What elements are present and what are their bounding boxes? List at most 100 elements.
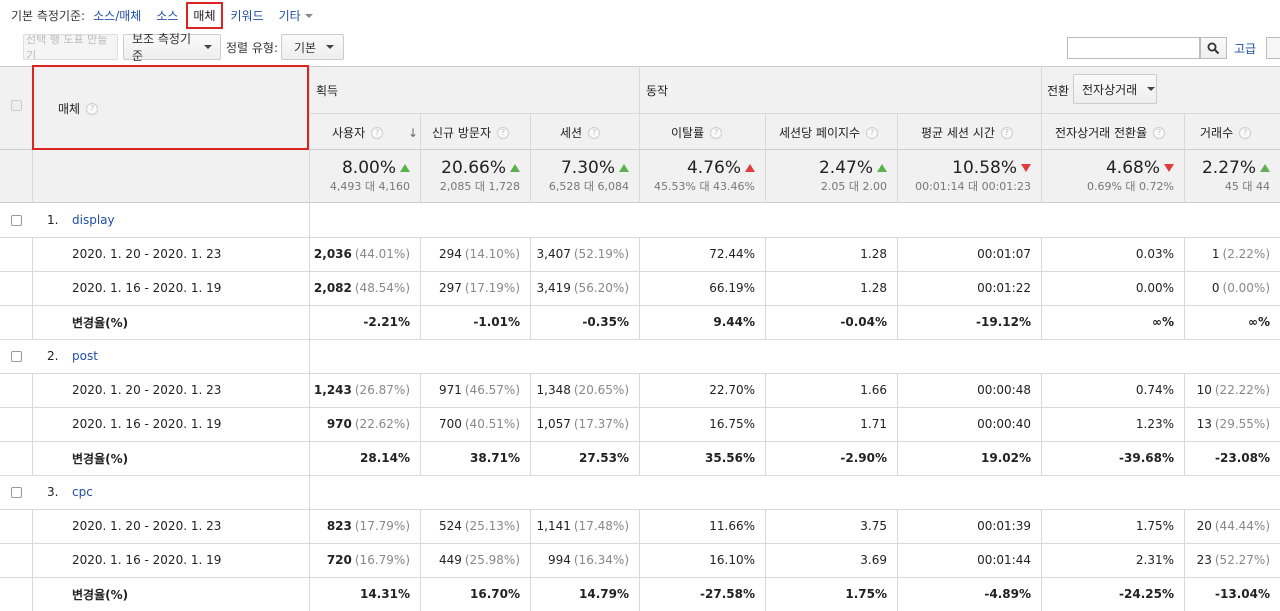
metric-value: 1.66 (860, 383, 887, 397)
help-icon[interactable]: ? (866, 126, 879, 139)
metric-cell: 2,036 (44.01%) (310, 237, 410, 271)
metric-cell: 00:01:22 (898, 271, 1031, 305)
metric-cell: 294 (14.10%) (421, 237, 520, 271)
search-button[interactable] (1200, 37, 1227, 59)
metric-cell: 297 (17.19%) (421, 271, 520, 305)
metric-value: 16.10% (709, 553, 755, 567)
dimension-option-medium[interactable]: 매체 (186, 1, 223, 29)
group-header-conversions: 전환 (1047, 84, 1070, 98)
metric-value: 1.28 (860, 281, 887, 295)
dimension-column-header[interactable]: 매체? (58, 100, 99, 117)
metric-value: 00:01:22 (977, 281, 1031, 295)
column-header-sessions[interactable]: 세션? (560, 124, 601, 141)
column-header-label: 거래수 (1200, 126, 1234, 140)
metric-cell: 2,082 (48.54%) (310, 271, 410, 305)
metric-cell: 970 (22.62%) (310, 407, 410, 441)
table-search-input[interactable] (1067, 37, 1200, 59)
metric-cell: 1.71 (766, 407, 887, 441)
metric-value: 1 (1211, 247, 1220, 261)
column-header-users[interactable]: 사용자? ↓ (332, 124, 418, 141)
help-icon[interactable]: ? (497, 126, 510, 139)
secondary-dimension-dropdown[interactable]: 보조 측정기준 (123, 32, 221, 63)
metric-cell: 00:01:44 (898, 543, 1031, 577)
metric-value: 700 (438, 417, 462, 431)
help-icon[interactable]: ? (710, 126, 723, 139)
sort-type-dropdown[interactable]: 기본 (281, 34, 344, 60)
total-comparison: 45.53% 대 43.46% (654, 180, 755, 193)
help-icon[interactable]: ? (1000, 126, 1013, 139)
medium-link[interactable]: post (72, 349, 98, 363)
metric-cell: -0.04% (766, 305, 887, 339)
metric-share: (44.01%) (354, 247, 410, 261)
column-header-pages-per-session[interactable]: 세션당 페이지수? (779, 124, 879, 141)
dimension-option-source-medium[interactable]: 소스/매체 (93, 8, 142, 23)
metric-value: ∞% (1247, 315, 1270, 329)
metric-value: 0.00% (1135, 281, 1174, 295)
help-icon[interactable]: ? (371, 126, 384, 139)
column-header-label: 전자상거래 전환율 (1055, 126, 1148, 140)
metric-cell: 00:00:40 (898, 407, 1031, 441)
column-header-label: 세션 (560, 126, 583, 140)
column-header-avg-session-duration[interactable]: 평균 세션 시간? (921, 124, 1013, 141)
total-percent-change: 20.66% (441, 158, 506, 178)
row-index: 3. (47, 485, 59, 499)
metric-cell: 1,243 (26.87%) (310, 373, 410, 407)
metric-cell: 0.03% (1042, 237, 1174, 271)
row-checkbox[interactable] (11, 475, 22, 509)
dimension-option-source[interactable]: 소스 (156, 8, 179, 23)
dimension-option-keyword[interactable]: 키워드 (230, 8, 264, 23)
help-icon[interactable]: ? (1153, 126, 1166, 139)
metric-share: (48.54%) (354, 281, 410, 295)
metric-cell: 1 (2.22%) (1185, 237, 1270, 271)
metric-value: -2.90% (840, 451, 887, 465)
total-cell: 10.58% 00:01:14 대 00:01:23 (898, 154, 1031, 198)
metric-value: 1.75% (1135, 519, 1174, 533)
metric-cell: 16.70% (421, 577, 520, 611)
sort-type-value: 기본 (294, 40, 317, 55)
metric-cell: 16.10% (640, 543, 755, 577)
metric-cell: 1.28 (766, 271, 887, 305)
metric-cell: 1,141 (17.48%) (531, 509, 629, 543)
metric-value: 72.44% (709, 247, 755, 261)
help-icon[interactable]: ? (86, 102, 99, 115)
metric-value: 00:01:44 (977, 553, 1031, 567)
metric-share: (25.13%) (464, 519, 520, 533)
metric-value: -13.04% (1215, 587, 1270, 601)
trend-down-icon (1164, 164, 1174, 172)
help-icon[interactable]: ? (588, 126, 601, 139)
metric-cell: -13.04% (1185, 577, 1270, 611)
metric-value: 66.19% (709, 281, 755, 295)
metric-cell: -0.35% (531, 305, 629, 339)
advanced-filter-link[interactable]: 고급 (1234, 42, 1257, 56)
column-header-label: 신규 방문자 (432, 126, 492, 140)
metric-share: (17.19%) (464, 281, 520, 295)
search-icon (1207, 42, 1220, 54)
row-checkbox[interactable] (11, 203, 22, 237)
help-icon[interactable]: ? (1239, 126, 1252, 139)
metric-share: (52.27%) (1214, 553, 1270, 567)
column-header-new-users[interactable]: 신규 방문자? (432, 124, 510, 141)
select-all-checkbox[interactable] (11, 100, 22, 111)
metric-cell: 9.44% (640, 305, 755, 339)
metric-value: 10 (1196, 383, 1212, 397)
column-header-ecommerce-conversion-rate[interactable]: 전자상거래 전환율? (1055, 124, 1166, 141)
table-toolbar: 선택 행 도표 만들기 보조 측정기준 정렬 유형: 기본 고급 (0, 30, 1280, 66)
plot-rows-button[interactable]: 선택 행 도표 만들기 (23, 34, 118, 60)
metric-value: 20 (1196, 519, 1212, 533)
metric-value: 1.71 (860, 417, 887, 431)
column-header-label: 사용자 (332, 126, 366, 140)
total-cell: 20.66% 2,085 대 1,728 (421, 154, 520, 198)
metric-cell: 3.69 (766, 543, 887, 577)
conversion-type-label: 전자상거래 (1082, 82, 1138, 97)
table-view-icon[interactable] (1266, 37, 1280, 59)
row-checkbox[interactable] (11, 339, 22, 373)
medium-link[interactable]: display (72, 213, 115, 227)
conversion-type-dropdown[interactable]: 전자상거래 (1073, 74, 1157, 104)
dimension-option-other[interactable]: 기타 (279, 7, 313, 24)
column-header-bounce-rate[interactable]: 이탈률? (671, 124, 723, 141)
total-percent-change: 4.76% (686, 158, 741, 178)
metric-share: (40.51%) (464, 417, 520, 431)
medium-link[interactable]: cpc (72, 485, 93, 499)
metric-value: -39.68% (1119, 451, 1174, 465)
column-header-transactions[interactable]: 거래수? (1200, 124, 1252, 141)
